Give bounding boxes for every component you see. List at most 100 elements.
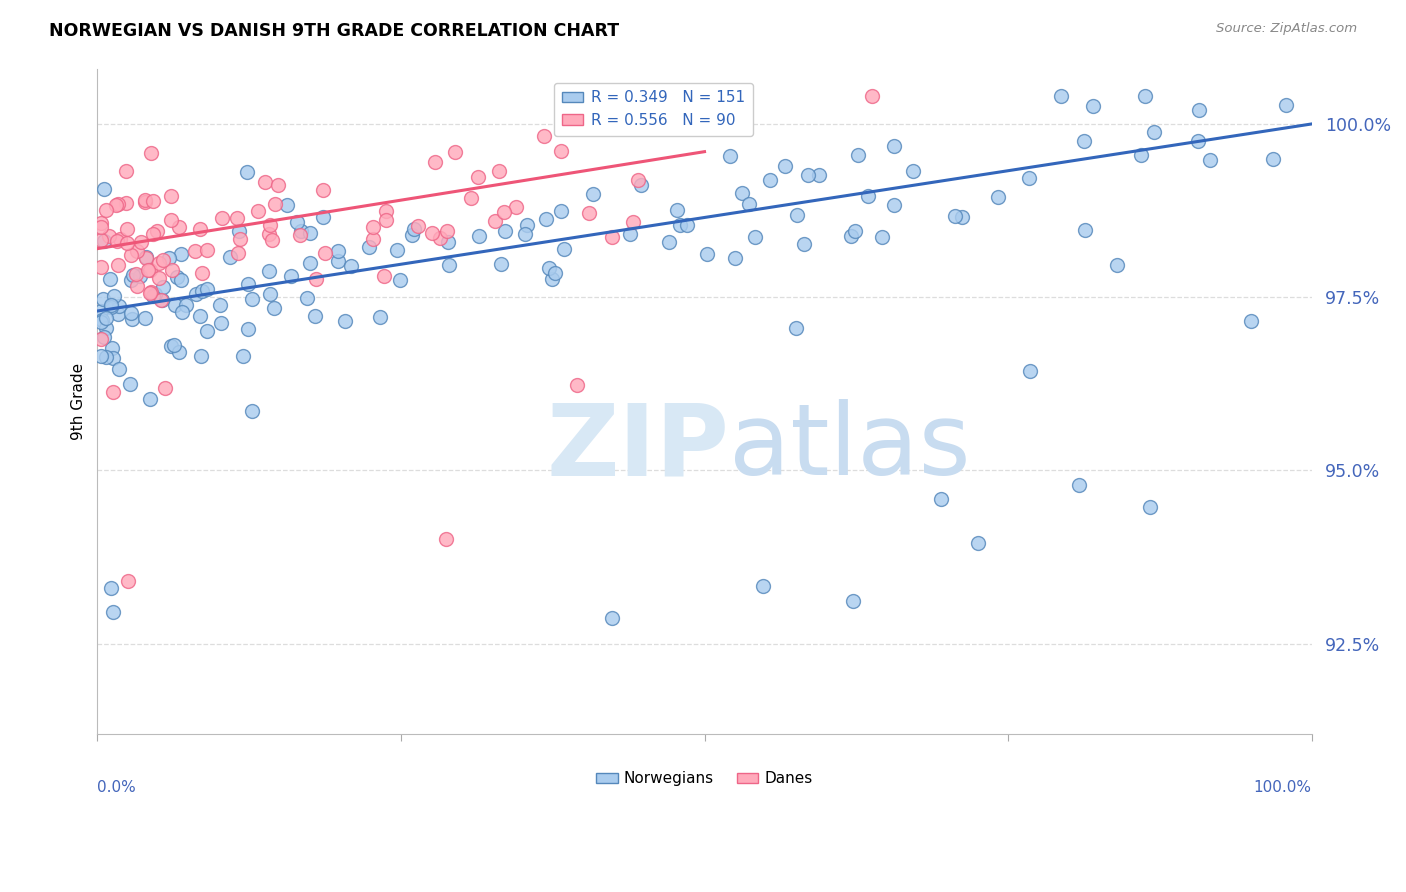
Point xyxy=(658,235,681,250)
Point xyxy=(668,219,690,233)
Point xyxy=(619,227,641,242)
Point xyxy=(142,194,165,209)
Point xyxy=(326,244,349,258)
Point xyxy=(1049,89,1071,103)
Point xyxy=(103,351,125,365)
Point xyxy=(846,148,869,162)
Point xyxy=(166,270,188,285)
Point xyxy=(385,243,408,257)
Point xyxy=(793,237,815,252)
Point xyxy=(107,258,129,272)
Point xyxy=(100,300,122,314)
Point xyxy=(94,321,117,335)
Point xyxy=(533,128,555,143)
Text: 100.0%: 100.0% xyxy=(1254,780,1312,795)
Point xyxy=(1019,363,1042,377)
Point xyxy=(120,248,142,262)
Point xyxy=(718,149,741,163)
Point xyxy=(152,279,174,293)
Point xyxy=(118,377,141,392)
Point xyxy=(101,341,124,355)
Point xyxy=(298,226,321,240)
Point xyxy=(184,287,207,301)
Point xyxy=(534,211,557,226)
Point xyxy=(578,206,600,220)
Point xyxy=(484,214,506,228)
Point xyxy=(242,404,264,418)
Point xyxy=(460,191,482,205)
Point xyxy=(263,301,285,315)
Point xyxy=(218,250,240,264)
Point xyxy=(420,226,443,240)
Point xyxy=(142,227,165,241)
Point xyxy=(872,230,894,244)
Point xyxy=(105,198,128,212)
Point xyxy=(492,205,515,219)
Point xyxy=(228,246,250,260)
Point xyxy=(145,224,167,238)
Text: atlas: atlas xyxy=(728,399,970,496)
Point xyxy=(148,271,170,285)
Point xyxy=(90,219,112,234)
Point xyxy=(288,227,311,242)
Point xyxy=(1143,125,1166,139)
Point xyxy=(468,228,491,243)
Point xyxy=(326,254,349,268)
Point xyxy=(235,165,257,179)
Point xyxy=(1074,222,1097,236)
Point xyxy=(579,121,602,136)
Point xyxy=(115,235,138,250)
Legend: Norwegians, Danes: Norwegians, Danes xyxy=(591,765,818,792)
Point xyxy=(312,182,335,196)
Point xyxy=(191,285,214,299)
Point xyxy=(312,210,335,224)
Point xyxy=(550,204,572,219)
Point xyxy=(295,292,318,306)
Point xyxy=(188,221,211,235)
Point xyxy=(208,298,231,312)
Point xyxy=(100,298,122,312)
Point xyxy=(135,252,157,266)
Point xyxy=(1083,99,1105,113)
Point xyxy=(370,310,392,325)
Point xyxy=(357,239,380,253)
Point xyxy=(127,279,149,293)
Point xyxy=(626,120,648,134)
Point xyxy=(950,210,973,224)
Point xyxy=(117,574,139,588)
Point xyxy=(621,214,644,228)
Point xyxy=(122,268,145,282)
Point xyxy=(388,273,411,287)
Point xyxy=(191,266,214,280)
Point xyxy=(134,193,156,207)
Point xyxy=(785,321,807,335)
Point xyxy=(238,277,260,291)
Point xyxy=(90,314,112,328)
Point xyxy=(738,197,761,211)
Point xyxy=(174,298,197,312)
Point xyxy=(149,293,172,307)
Point xyxy=(602,229,624,244)
Point xyxy=(304,309,326,323)
Point xyxy=(1129,148,1152,162)
Point xyxy=(505,200,527,214)
Point xyxy=(600,611,623,625)
Text: 0.0%: 0.0% xyxy=(97,780,136,795)
Text: Source: ZipAtlas.com: Source: ZipAtlas.com xyxy=(1216,22,1357,36)
Point xyxy=(987,190,1010,204)
Point xyxy=(188,310,211,324)
Point xyxy=(630,178,652,192)
Point xyxy=(276,197,298,211)
Point xyxy=(257,263,280,277)
Point xyxy=(406,219,429,233)
Point xyxy=(259,227,281,241)
Point xyxy=(190,349,212,363)
Point xyxy=(129,269,152,284)
Point xyxy=(1133,89,1156,103)
Point xyxy=(796,168,818,182)
Point xyxy=(167,219,190,234)
Point xyxy=(333,313,356,327)
Point xyxy=(943,209,966,223)
Point xyxy=(134,195,156,210)
Point xyxy=(159,339,181,353)
